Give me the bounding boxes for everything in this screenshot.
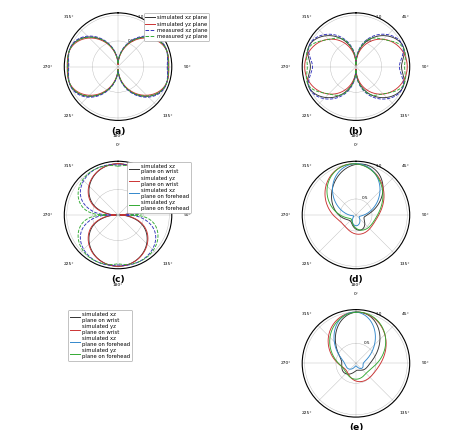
Legend: simulated xz
plane on wrist, simulated yz
plane on wrist, simulated xz
plane on : simulated xz plane on wrist, simulated y… <box>68 310 132 361</box>
Title: (b): (b) <box>349 126 363 135</box>
Legend: simulated xz
plane on wrist, simulated yz
plane on wrist, simulated xz
plane on : simulated xz plane on wrist, simulated y… <box>128 162 191 212</box>
Title: (d): (d) <box>349 275 363 284</box>
Title: (e): (e) <box>349 423 363 430</box>
Title: (a): (a) <box>111 126 125 135</box>
Legend: simulated xz plane, simulated yz plane, measured xz plane, measured yz plane: simulated xz plane, simulated yz plane, … <box>144 13 210 41</box>
Title: (c): (c) <box>111 275 125 284</box>
